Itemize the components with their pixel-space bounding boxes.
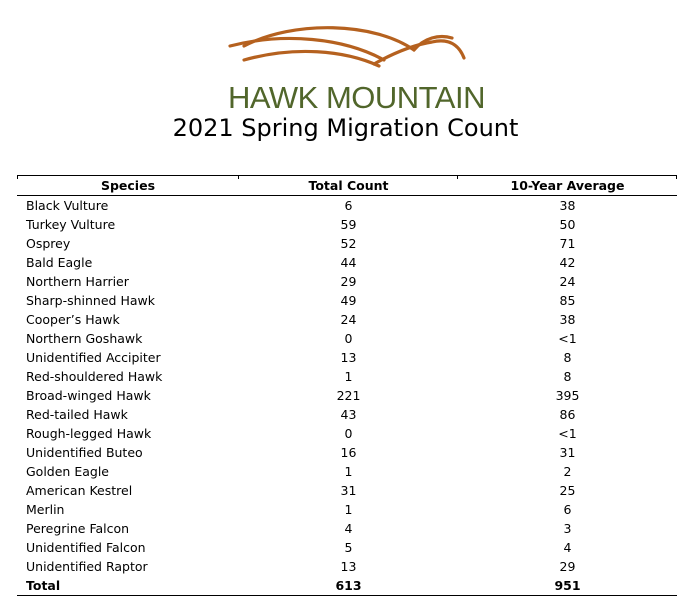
table-row: Broad-winged Hawk 221 395 <box>17 386 677 405</box>
species-cell: Osprey <box>26 236 71 251</box>
total-count-cell: 4 <box>344 521 353 536</box>
ten-year-average-cell: 24 <box>559 274 576 289</box>
table-row: Unidentified Falcon 5 4 <box>17 538 677 557</box>
table-row: Rough-legged Hawk 0 <1 <box>17 424 677 443</box>
table-row: Osprey 52 71 <box>17 234 677 253</box>
total-count-cell: 221 <box>336 388 361 403</box>
ten-year-average-cell: <1 <box>558 426 577 441</box>
ten-year-average-cell: 4 <box>563 540 572 555</box>
ten-year-average-cell: 2 <box>563 464 572 479</box>
total-count-cell: 1 <box>344 502 353 517</box>
ten-year-average-cell: 50 <box>559 217 576 232</box>
species-cell: Unidentified Raptor <box>26 559 148 574</box>
migration-count-table: Species Total Count 10-Year Average Blac… <box>17 175 677 596</box>
total-count-cell: 6 <box>344 198 353 213</box>
total-count-cell: 13 <box>340 350 357 365</box>
species-cell: Northern Harrier <box>26 274 129 289</box>
column-header-label: Total Count <box>308 178 389 193</box>
total-count-cell: 13 <box>340 559 357 574</box>
total-count-cell: 24 <box>340 312 357 327</box>
total-count-cell: 1 <box>344 369 353 384</box>
total-row: Total 613 951 <box>17 576 677 596</box>
table-row: Cooper’s Hawk 24 38 <box>17 310 677 329</box>
species-cell: Golden Eagle <box>26 464 109 479</box>
logo-text: HAWK MOUNTAIN <box>228 80 486 115</box>
ten-year-average-cell: 42 <box>559 255 576 270</box>
species-cell: Peregrine Falcon <box>26 521 130 536</box>
ten-year-average-cell: 29 <box>559 559 576 574</box>
ten-year-average-cell: <1 <box>558 331 577 346</box>
table-row: Red-shouldered Hawk 1 8 <box>17 367 677 386</box>
table-row: Unidentified Accipiter 13 8 <box>17 348 677 367</box>
total-count-cell: 1 <box>344 464 353 479</box>
page-title: 2021 Spring Migration Count <box>172 114 519 142</box>
total-count-cell: 0 <box>344 426 353 441</box>
species-cell: Black Vulture <box>26 198 109 213</box>
table-row: Red-tailed Hawk 43 86 <box>17 405 677 424</box>
species-cell: Rough-legged Hawk <box>26 426 152 441</box>
ten-year-average-cell: 71 <box>559 236 576 251</box>
species-cell: Sharp-shinned Hawk <box>26 293 155 308</box>
column-header-species: Species <box>17 175 239 196</box>
ten-year-average-cell: 38 <box>559 312 576 327</box>
column-header-label: Species <box>100 178 156 193</box>
table-row: Merlin 1 6 <box>17 500 677 519</box>
species-cell: Broad-winged Hawk <box>26 388 151 403</box>
ten-year-average-sum: 951 <box>458 576 677 596</box>
column-header-ten-year-average: 10-Year Average <box>458 175 677 196</box>
species-cell: Merlin <box>26 502 65 517</box>
total-count-cell: 49 <box>340 293 357 308</box>
table-row: Golden Eagle 1 2 <box>17 462 677 481</box>
ten-year-average-cell: 86 <box>559 407 576 422</box>
table-row: Northern Harrier 29 24 <box>17 272 677 291</box>
table-row: Peregrine Falcon 4 3 <box>17 519 677 538</box>
ten-year-average-cell: 3 <box>563 521 572 536</box>
species-cell: Northern Goshawk <box>26 331 143 346</box>
table-row: Unidentified Raptor 13 29 <box>17 557 677 576</box>
ten-year-average-cell: 8 <box>563 369 572 384</box>
total-count-cell: 16 <box>340 445 357 460</box>
column-header-label: 10-Year Average <box>510 178 625 193</box>
ten-year-average-cell: 8 <box>563 350 572 365</box>
species-cell: Red-shouldered Hawk <box>26 369 163 384</box>
species-cell: Unidentified Buteo <box>26 445 143 460</box>
ten-year-average-cell: 31 <box>559 445 576 460</box>
species-cell: Turkey Vulture <box>26 217 116 232</box>
column-header-total-count: Total Count <box>239 175 458 196</box>
total-count-cell: 43 <box>340 407 357 422</box>
species-cell: Red-tailed Hawk <box>26 407 128 422</box>
ten-year-average-cell: 85 <box>559 293 576 308</box>
hawk-mountain-logo: HAWK MOUNTAIN <box>224 10 486 115</box>
table-row: Black Vulture 6 38 <box>17 196 677 216</box>
table-header-row: Species Total Count 10-Year Average <box>17 175 677 196</box>
total-count-cell: 5 <box>344 540 353 555</box>
species-cell: American Kestrel <box>26 483 133 498</box>
total-count-cell: 52 <box>340 236 357 251</box>
table-row: Northern Goshawk 0 <1 <box>17 329 677 348</box>
total-count-cell: 59 <box>340 217 357 232</box>
total-count-cell: 44 <box>340 255 357 270</box>
ten-year-average-cell: 25 <box>559 483 576 498</box>
mountain-ridge-icon <box>228 26 466 68</box>
total-count-cell: 29 <box>340 274 357 289</box>
ten-year-average-cell: 6 <box>563 502 572 517</box>
species-cell: Cooper’s Hawk <box>26 312 120 327</box>
species-cell: Unidentified Falcon <box>26 540 146 555</box>
ten-year-average-cell: 395 <box>555 388 580 403</box>
species-cell: Unidentified Accipiter <box>26 350 161 365</box>
table-row: Bald Eagle 44 42 <box>17 253 677 272</box>
total-count-cell: 0 <box>344 331 353 346</box>
total-count-sum: 613 <box>239 576 458 596</box>
species-cell: Bald Eagle <box>26 255 93 270</box>
table-row: American Kestrel 31 25 <box>17 481 677 500</box>
table-row: Turkey Vulture 59 50 <box>17 215 677 234</box>
total-label: Total <box>17 576 239 596</box>
table-row: Sharp-shinned Hawk 49 85 <box>17 291 677 310</box>
total-count-cell: 31 <box>340 483 357 498</box>
ten-year-average-cell: 38 <box>559 198 576 213</box>
table-row: Unidentified Buteo 16 31 <box>17 443 677 462</box>
